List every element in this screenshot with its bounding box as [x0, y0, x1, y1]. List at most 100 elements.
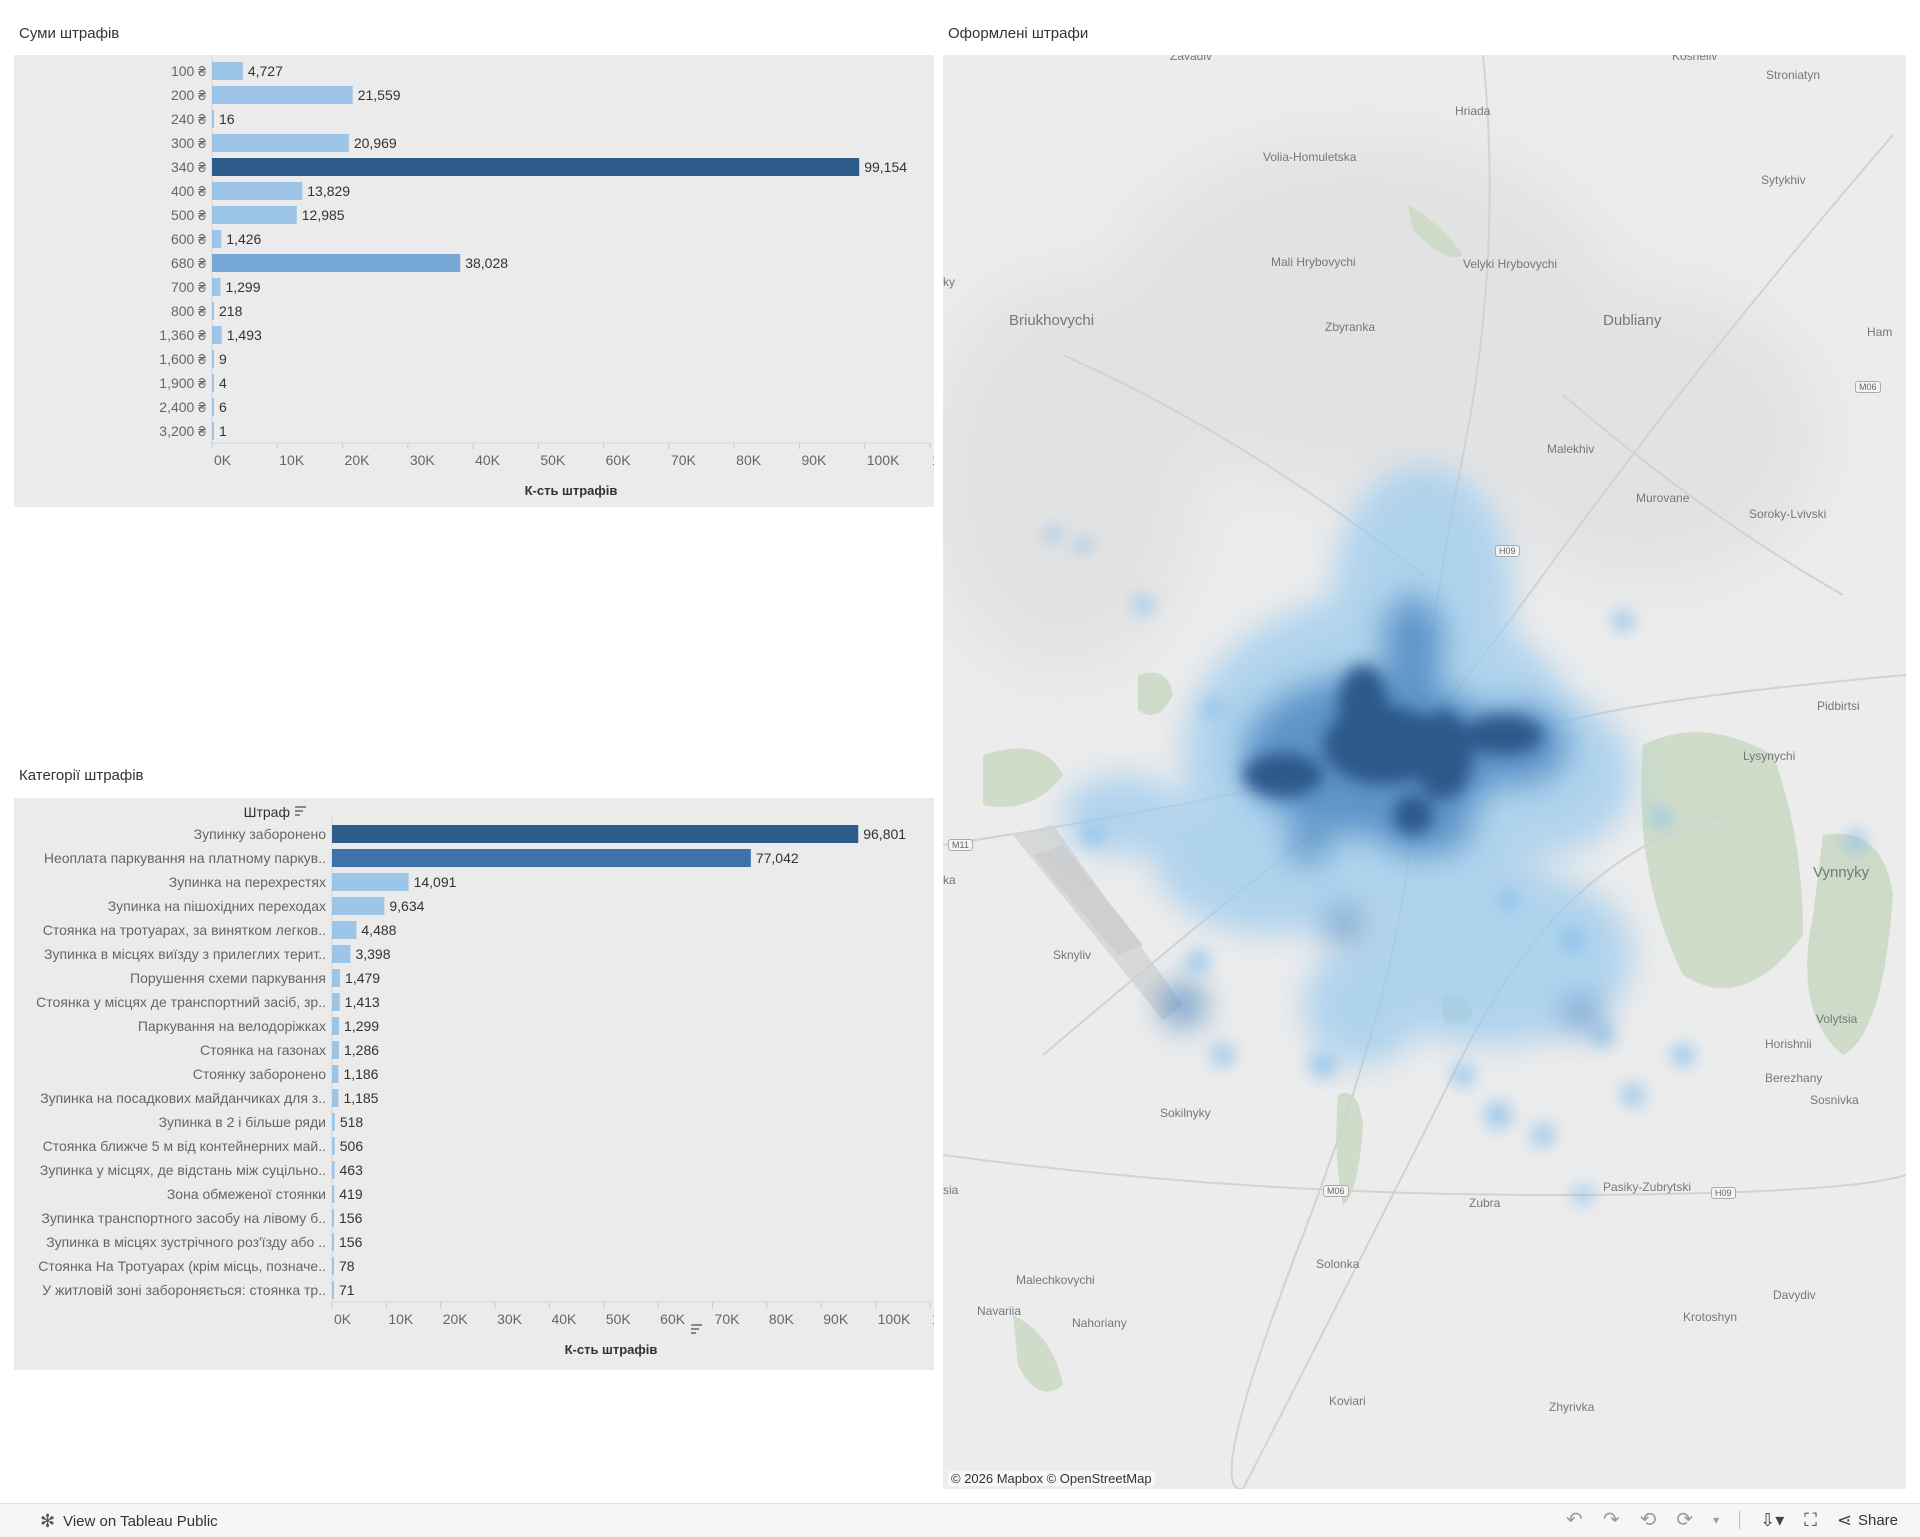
bar[interactable] [212, 350, 214, 368]
category-label: 1,900 ₴ [159, 375, 206, 391]
view-on-tableau-link[interactable]: ✻ View on Tableau Public [40, 1511, 218, 1532]
x-tick-label: 0K [214, 452, 232, 468]
place-label: Sosnivka [1810, 1093, 1859, 1107]
road-shield: M11 [948, 839, 973, 851]
download-icon[interactable]: ⇩▾ [1760, 1509, 1785, 1530]
data-label: 156 [339, 1210, 363, 1226]
x-tick-label: 100K [878, 1311, 911, 1327]
bar[interactable] [332, 1257, 334, 1275]
data-label: 96,801 [863, 826, 906, 842]
place-label: Malekhiv [1547, 442, 1595, 456]
map-attribution[interactable]: © 2026 Mapbox © OpenStreetMap [948, 1471, 1155, 1486]
x-tick-label: 30K [410, 452, 436, 468]
data-label: 1,493 [227, 327, 262, 343]
x-tick-label: 80K [736, 452, 762, 468]
refresh-icon[interactable]: ⟳ [1676, 1509, 1694, 1531]
road-shield: M06 [1323, 1185, 1349, 1197]
data-label: 463 [340, 1162, 364, 1178]
data-label: 1,286 [344, 1042, 379, 1058]
place-label: Velyki Hrybovychi [1463, 257, 1558, 271]
categories-chart[interactable]: 0K 10K 20K 30K 40K 50K 60K 70K 80K 90K 100K 110K Зуп… [14, 798, 964, 1370]
undo-icon[interactable]: ↶ [1566, 1509, 1583, 1531]
data-label: 6 [219, 399, 227, 415]
bar[interactable] [332, 1281, 334, 1299]
heat-dark [1243, 665, 1543, 835]
bar[interactable] [212, 62, 243, 80]
data-label: 419 [339, 1186, 363, 1202]
share-button[interactable]: ⋖ Share [1837, 1510, 1898, 1531]
bar[interactable] [332, 1017, 340, 1035]
bar[interactable] [332, 1137, 335, 1155]
data-label: 518 [340, 1114, 364, 1130]
x-tick-label: 10K [279, 452, 305, 468]
bar[interactable] [332, 873, 409, 891]
bar[interactable] [212, 86, 353, 104]
bar[interactable] [332, 849, 751, 867]
category-label: 600 ₴ [171, 231, 206, 247]
bar[interactable] [332, 1041, 339, 1059]
bar[interactable] [332, 1089, 339, 1107]
bar[interactable] [212, 278, 221, 296]
place-label: Navariia [977, 1304, 1022, 1318]
place-label: Berezhany [1765, 1071, 1823, 1085]
y-axis-header: Штраф [244, 804, 290, 820]
bar[interactable] [212, 182, 303, 200]
map-title: Оформлені штрафи [948, 25, 1089, 42]
bar[interactable] [212, 326, 222, 344]
data-label: 14,091 [414, 874, 457, 890]
x-tick-label: 90K [823, 1311, 849, 1327]
x-axis-title: К-сть штрафів [525, 483, 618, 498]
bar[interactable] [332, 825, 859, 843]
category-label: Неоплата паркування на платному паркув.. [44, 850, 326, 866]
bar[interactable] [212, 374, 214, 392]
category-label: 1,600 ₴ [159, 351, 206, 367]
redo-icon[interactable]: ↷ [1602, 1509, 1620, 1531]
category-label: Стоянка у місцях де транспортний засіб, … [36, 994, 326, 1010]
data-label: 9,634 [389, 898, 424, 914]
road-shield: H09 [1711, 1187, 1736, 1199]
bar[interactable] [332, 1209, 334, 1227]
fullscreen-icon[interactable]: ⛶ [1804, 1509, 1817, 1530]
bar[interactable] [212, 422, 214, 440]
bar[interactable] [332, 1113, 335, 1131]
bar[interactable] [332, 1161, 335, 1179]
x-tick-label: 20K [443, 1311, 469, 1327]
category-label: Стоянка На Тротуарах (крім місць, познач… [38, 1258, 326, 1274]
bar[interactable] [212, 230, 222, 248]
categories-panel: 0K 10K 20K 30K 40K 50K 60K 70K 80K 90K 100K 110K Зуп… [14, 798, 964, 1370]
bar[interactable] [212, 254, 461, 272]
amounts-chart[interactable]: 0K 10K 20K 30K 40K 50K 60K 70K 80K 90K 100K 110K 100… [14, 53, 964, 507]
bar[interactable] [332, 1185, 335, 1203]
bar[interactable] [212, 158, 860, 176]
bar[interactable] [332, 897, 385, 915]
bar[interactable] [332, 969, 341, 987]
data-label: 4 [219, 375, 227, 391]
place-label: Mali Hrybovychi [1271, 255, 1356, 269]
bar[interactable] [212, 302, 214, 320]
bar[interactable] [332, 993, 340, 1011]
place-label: Hriada [1455, 104, 1491, 118]
bar[interactable] [212, 206, 297, 224]
category-label: 100 ₴ [171, 63, 206, 79]
category-label: У житловій зоні забороняється: стоянка т… [42, 1282, 326, 1298]
bar[interactable] [212, 398, 214, 416]
data-label: 16 [219, 111, 235, 127]
bar[interactable] [332, 945, 351, 963]
revert-icon[interactable]: ⟲ [1639, 1509, 1657, 1531]
road-shield: M06 [1855, 381, 1881, 393]
chevron-down-icon[interactable]: ▾ [1713, 1513, 1720, 1527]
bar[interactable] [212, 134, 349, 152]
category-label: Стоянка на газонах [200, 1042, 326, 1058]
category-label: Зупинка в місцях виїзду з прилеглих тери… [44, 946, 326, 962]
bar[interactable] [212, 110, 214, 128]
fines-heatmap[interactable] [943, 55, 1906, 1489]
map-panel[interactable]: Zavadiv Kosheliv Stroniatyn Hriada Volia-Hom… [943, 55, 1906, 1489]
x-axis-title: К-сть штрафів [565, 1342, 658, 1357]
data-label: 1,299 [344, 1018, 379, 1034]
bar[interactable] [332, 1065, 339, 1083]
place-label: Krotoshyn [1683, 1310, 1738, 1324]
bar[interactable] [332, 1233, 334, 1251]
category-label: Зупинка транспортного засобу на лівому б… [41, 1210, 326, 1226]
place-label: Pasiky-Zubrytski [1603, 1180, 1692, 1194]
bar[interactable] [332, 921, 357, 939]
